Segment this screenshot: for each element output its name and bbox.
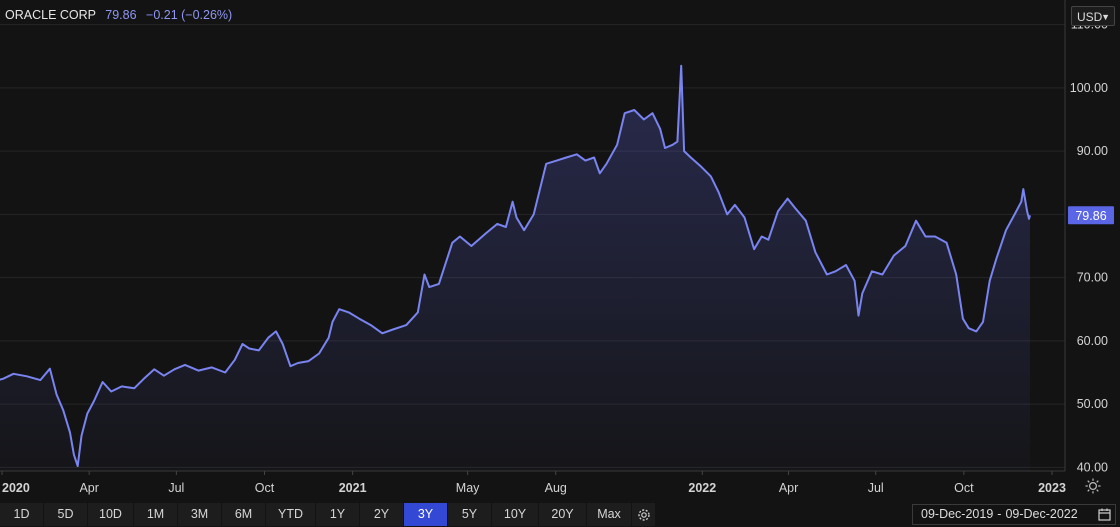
last-price-label-text: 79.86 xyxy=(1075,209,1106,223)
y-tick-label: 60.00 xyxy=(1077,334,1108,348)
price-series-line xyxy=(0,64,1031,468)
plot-area xyxy=(0,64,1031,471)
currency-select[interactable]: USD ▼ xyxy=(1071,6,1115,26)
price-chart[interactable]: 40.0050.0060.0070.0080.0090.00100.00110.… xyxy=(0,0,1120,503)
range-button-10d[interactable]: 10D xyxy=(88,503,134,526)
x-tick-label: 2023 xyxy=(1038,481,1066,495)
x-tick-label: Oct xyxy=(954,481,974,495)
instrument-header: ORACLE CORP 79.86 −0.21 (−0.26%) xyxy=(5,8,232,22)
y-tick-label: 50.00 xyxy=(1077,397,1108,411)
x-tick-label: Jul xyxy=(868,481,884,495)
range-button-1d[interactable]: 1D xyxy=(0,503,44,526)
range-button-6m[interactable]: 6M xyxy=(222,503,266,526)
x-tick-label: 2020 xyxy=(2,481,30,495)
settings-button[interactable] xyxy=(632,503,656,526)
currency-label: USD xyxy=(1077,10,1103,24)
y-axis: 40.0050.0060.0070.0080.0090.00100.00110.… xyxy=(1070,18,1108,475)
last-price-label-bg xyxy=(1068,206,1114,225)
date-range-picker[interactable]: 09-Dec-2019-09-Dec-2022 xyxy=(912,504,1116,525)
x-tick-label: 2021 xyxy=(339,481,367,495)
range-button-ytd[interactable]: YTD xyxy=(266,503,316,526)
range-button-20y[interactable]: 20Y xyxy=(539,503,587,526)
range-button-max[interactable]: Max xyxy=(587,503,632,526)
y-tick-label: 100.00 xyxy=(1070,81,1108,95)
range-button-2y[interactable]: 2Y xyxy=(360,503,404,526)
instrument-price: 79.86 xyxy=(105,8,137,22)
range-button-5d[interactable]: 5D xyxy=(44,503,88,526)
last-price-label: 79.86 xyxy=(1068,206,1114,225)
x-tick-label: Apr xyxy=(779,481,798,495)
date-range-from: 09-Dec-2019 xyxy=(921,507,994,521)
x-axis: 2020 Apr Jul Oct 2021 May Aug 2022 Apr Jul Oct 2023 xyxy=(1,471,1066,495)
chevron-down-icon: ▼ xyxy=(1101,12,1110,22)
x-tick-label: Oct xyxy=(255,481,275,495)
gear-icon xyxy=(637,508,650,521)
y-tick-label: 40.00 xyxy=(1077,460,1108,474)
date-range-separator: - xyxy=(997,507,1002,521)
range-button-3m[interactable]: 3M xyxy=(178,503,222,526)
range-button-3y[interactable]: 3Y xyxy=(404,503,448,526)
instrument-change: −0.21 (−0.26%) xyxy=(146,8,233,22)
x-tick-label: Jul xyxy=(168,481,184,495)
sun-icon[interactable] xyxy=(1085,478,1101,494)
y-tick-label: 70.00 xyxy=(1077,271,1108,285)
calendar-icon[interactable] xyxy=(1098,508,1111,521)
x-tick-label: Apr xyxy=(79,481,98,495)
range-button-1y[interactable]: 1Y xyxy=(316,503,360,526)
range-toolbar: 1D 5D 10D 1M 3M 6M YTD 1Y 2Y 3Y 5Y 10Y 20Y Max xyxy=(0,503,670,527)
date-range-to: 09-Dec-2022 xyxy=(1005,507,1078,521)
range-button-10y[interactable]: 10Y xyxy=(492,503,539,526)
price-area-fill xyxy=(0,65,1030,471)
x-tick-label: 2022 xyxy=(688,481,716,495)
x-tick-label: May xyxy=(456,481,480,495)
x-tick-label: Aug xyxy=(545,481,567,495)
y-tick-label: 90.00 xyxy=(1077,144,1108,158)
range-button-5y[interactable]: 5Y xyxy=(448,503,492,526)
range-button-1m[interactable]: 1M xyxy=(134,503,178,526)
instrument-name: ORACLE CORP xyxy=(5,8,96,22)
